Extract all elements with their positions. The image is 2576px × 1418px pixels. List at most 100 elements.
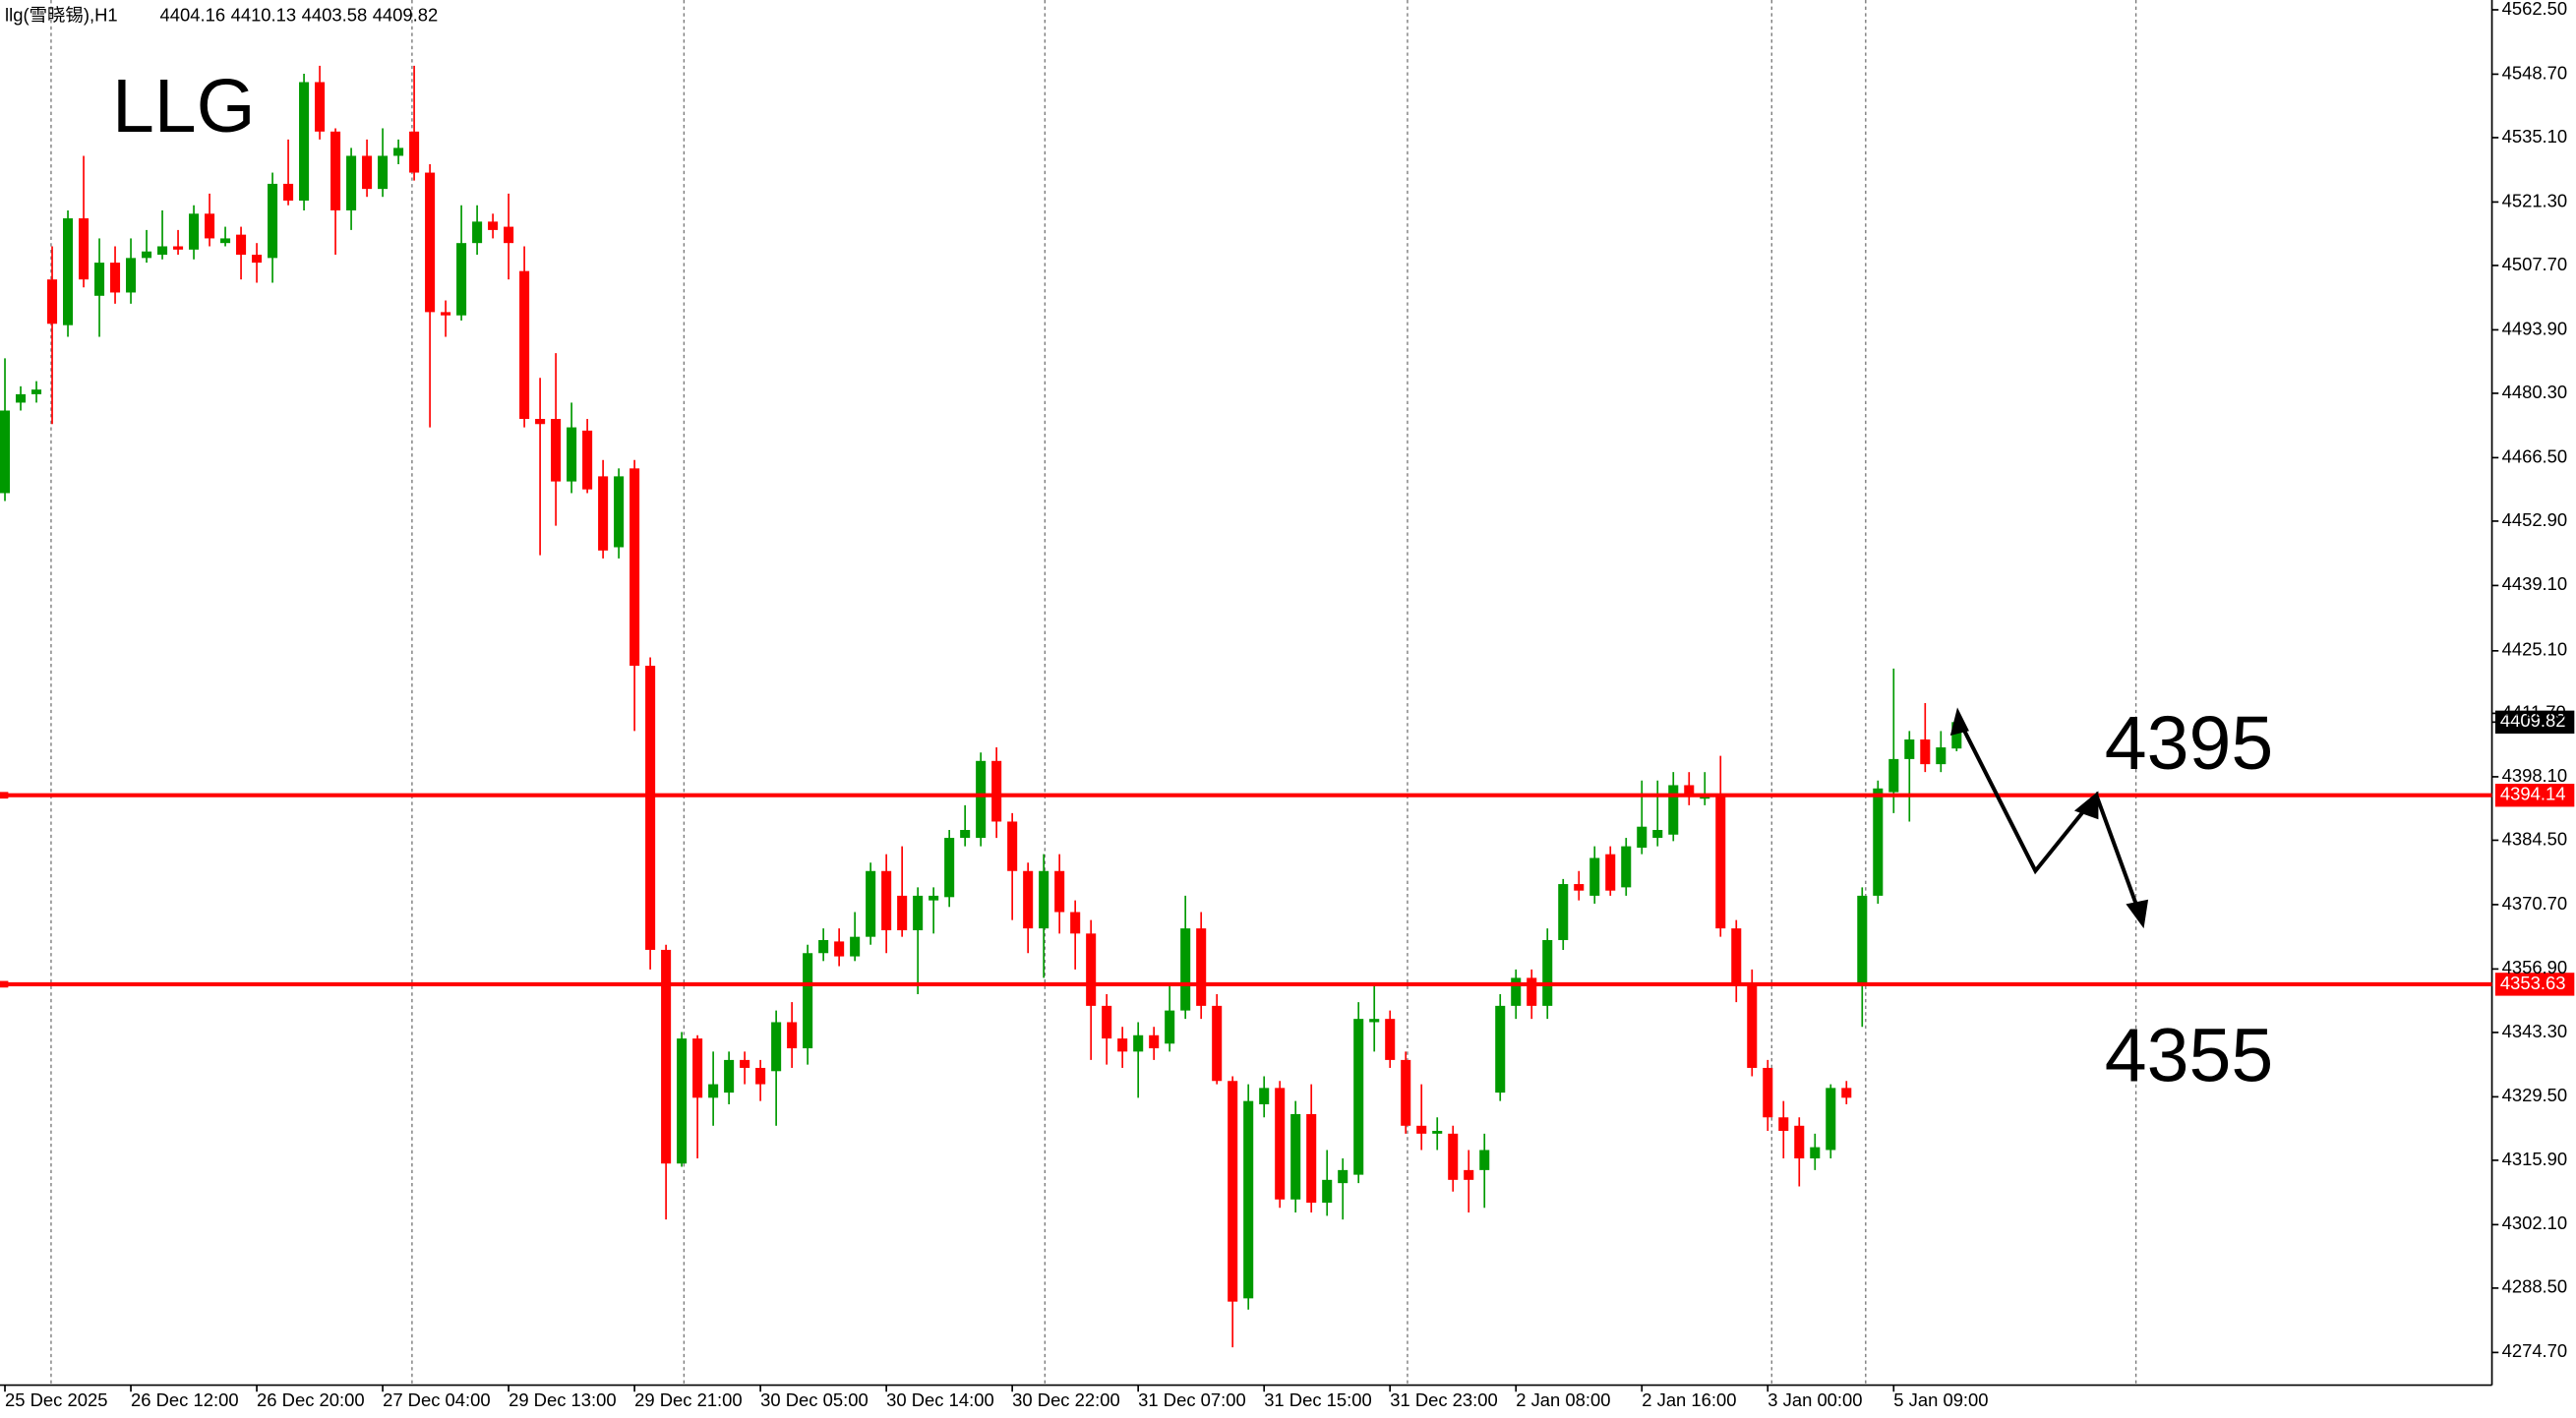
level-marker bbox=[0, 980, 9, 988]
candle-body bbox=[1416, 1125, 1427, 1134]
candle-body bbox=[393, 148, 404, 156]
candle-body bbox=[1558, 884, 1569, 940]
candle-body bbox=[79, 218, 90, 280]
candle-body bbox=[1857, 895, 1868, 983]
candle-body bbox=[1275, 1088, 1286, 1200]
candle-body bbox=[582, 430, 593, 490]
y-tick-label: 4329.50 bbox=[2502, 1085, 2568, 1105]
candle-body bbox=[1149, 1034, 1160, 1049]
candle-body bbox=[567, 427, 577, 482]
candle-body bbox=[803, 953, 813, 1049]
candle-body bbox=[787, 1022, 798, 1049]
candle-body bbox=[504, 226, 514, 244]
candle-body bbox=[661, 949, 672, 1164]
candle-body bbox=[488, 221, 499, 230]
x-tick-label: 29 Dec 13:00 bbox=[509, 1389, 617, 1410]
x-tick-label: 2 Jan 16:00 bbox=[1642, 1389, 1736, 1410]
candle-body bbox=[1369, 1019, 1380, 1023]
candle-body bbox=[378, 155, 389, 190]
candle-body bbox=[1495, 1005, 1506, 1093]
candle-body bbox=[1668, 785, 1679, 835]
candle-body bbox=[1605, 854, 1616, 891]
y-tick-label: 4480.30 bbox=[2502, 382, 2568, 402]
chart-title: LLG bbox=[112, 64, 256, 148]
candle-body bbox=[1243, 1100, 1254, 1299]
y-tick-label: 4562.50 bbox=[2502, 0, 2568, 19]
candle-body bbox=[1763, 1067, 1773, 1118]
x-tick-label: 29 Dec 21:00 bbox=[634, 1389, 743, 1410]
candle-body bbox=[283, 183, 294, 202]
candle-body bbox=[1920, 739, 1931, 765]
candle-body bbox=[991, 760, 1002, 822]
candle-body bbox=[1904, 739, 1915, 759]
y-tick-label: 4370.70 bbox=[2502, 893, 2568, 914]
candle-body bbox=[1951, 722, 1962, 749]
candle-body bbox=[252, 255, 263, 264]
candle-body bbox=[724, 1059, 735, 1093]
candle-body bbox=[1794, 1125, 1805, 1159]
day-separators bbox=[50, 0, 2137, 1386]
candle-body bbox=[1527, 977, 1537, 1006]
x-tick-label: 3 Jan 00:00 bbox=[1767, 1389, 1862, 1410]
y-tick-label: 4535.10 bbox=[2502, 126, 2568, 147]
candle-body bbox=[173, 246, 184, 250]
candle-body bbox=[425, 172, 436, 313]
candle-body bbox=[1290, 1113, 1301, 1200]
candle-body bbox=[850, 936, 861, 957]
candle-body bbox=[1196, 928, 1207, 1006]
symbol-label: llg(雪晓锡),H1 bbox=[5, 5, 118, 26]
candle-body bbox=[1542, 939, 1553, 1006]
candle-body bbox=[1306, 1113, 1317, 1204]
candle-body bbox=[1117, 1038, 1128, 1052]
candle-body bbox=[1841, 1088, 1852, 1098]
y-tick-label: 4548.70 bbox=[2502, 62, 2568, 83]
candle-body bbox=[1165, 1010, 1175, 1044]
candle-body bbox=[205, 213, 215, 239]
candle-body bbox=[834, 941, 845, 957]
candle-body bbox=[1023, 870, 1034, 929]
x-tick-label: 31 Dec 07:00 bbox=[1138, 1389, 1246, 1410]
candle-body bbox=[456, 243, 467, 316]
candle-body bbox=[1684, 785, 1695, 798]
candle-body bbox=[1401, 1059, 1411, 1126]
candle-body bbox=[1621, 846, 1632, 888]
candle-body bbox=[598, 476, 609, 551]
candle-body bbox=[1086, 933, 1097, 1006]
y-tick-label: 4439.10 bbox=[2502, 573, 2568, 594]
level-price-box bbox=[2494, 973, 2575, 996]
candle-body bbox=[771, 1022, 782, 1072]
candle-body bbox=[755, 1067, 766, 1085]
candle-body bbox=[126, 258, 137, 293]
candle-body bbox=[897, 895, 908, 931]
y-tick-label: 4398.10 bbox=[2502, 765, 2568, 786]
x-tick-label: 31 Dec 15:00 bbox=[1264, 1389, 1372, 1410]
y-tick-label: 4356.90 bbox=[2502, 957, 2568, 977]
candle-body bbox=[929, 895, 939, 901]
candle-body bbox=[740, 1059, 750, 1068]
projection-arrows bbox=[1949, 707, 2149, 929]
y-tick-label: 4507.70 bbox=[2502, 254, 2568, 274]
candle-body bbox=[157, 246, 168, 256]
candle-body bbox=[1747, 982, 1758, 1068]
candle-body bbox=[1102, 1005, 1112, 1039]
x-tick-label: 25 Dec 2025 bbox=[5, 1389, 107, 1410]
candle-body bbox=[1133, 1034, 1144, 1052]
candle-body bbox=[1589, 857, 1600, 896]
x-tick-label: 30 Dec 05:00 bbox=[760, 1389, 869, 1410]
arrow-head bbox=[2126, 899, 2149, 929]
candle-body bbox=[63, 218, 74, 325]
candle-body bbox=[1212, 1005, 1223, 1082]
candle-body bbox=[236, 234, 247, 256]
current-price-label: 4409.82 bbox=[2500, 710, 2566, 731]
candle-body bbox=[1228, 1081, 1238, 1302]
level-marker bbox=[0, 792, 9, 799]
y-tick-label: 4274.70 bbox=[2502, 1340, 2568, 1361]
y-tick-label: 4302.10 bbox=[2502, 1212, 2568, 1233]
candle-body bbox=[1479, 1150, 1490, 1170]
candle-body bbox=[1039, 870, 1049, 929]
y-tick-label: 4288.50 bbox=[2502, 1276, 2568, 1297]
candle-body bbox=[1448, 1133, 1459, 1180]
candle-body bbox=[0, 410, 11, 494]
candle-body bbox=[110, 263, 121, 293]
